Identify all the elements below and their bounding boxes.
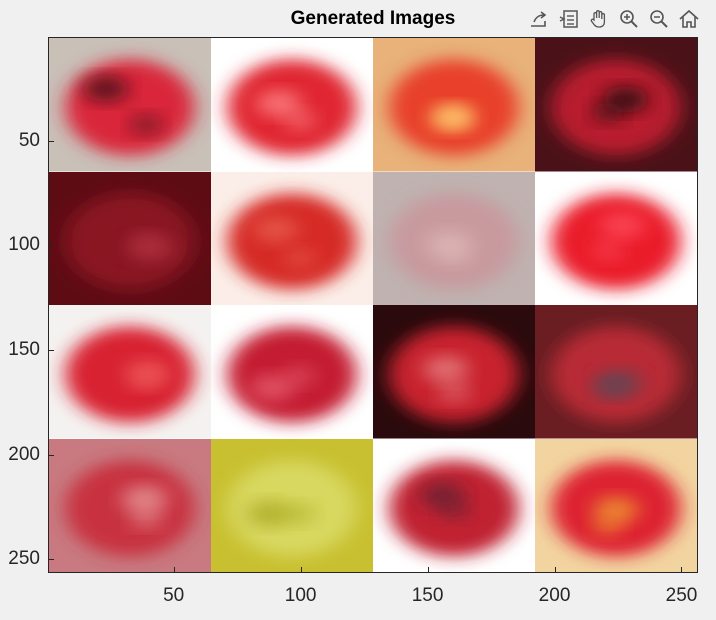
x-tick-label: 50 (163, 585, 185, 606)
generated-image-tile (535, 38, 697, 172)
zoom-out-icon (650, 10, 668, 28)
zoom-out-button[interactable] (646, 6, 672, 32)
pan-icon (590, 10, 606, 28)
x-tick-label: 150 (411, 585, 444, 606)
home-icon (679, 9, 699, 28)
figure-title: Generated Images (290, 8, 456, 29)
pan-button[interactable] (586, 6, 612, 32)
y-tick-label: 100 (8, 234, 40, 256)
generated-image-tile (535, 305, 697, 439)
zoom-in-icon (620, 10, 638, 28)
x-tick-mark (427, 567, 429, 573)
brush-button[interactable] (556, 6, 582, 32)
generated-image-tile (211, 171, 373, 305)
generated-images-montage (49, 38, 697, 572)
brush-icon (559, 10, 578, 28)
axes-toolbar (526, 6, 702, 32)
generated-image-tile (535, 171, 697, 305)
generated-image-tile (49, 171, 211, 305)
generated-image-tile (373, 171, 535, 305)
generated-image-tile (49, 38, 211, 172)
generated-image-tile (211, 438, 373, 572)
y-tick-mark (48, 245, 54, 247)
generated-image-tile (373, 38, 535, 172)
generated-image-tile (211, 38, 373, 172)
export-icon (531, 11, 547, 27)
zoom-in-button[interactable] (616, 6, 642, 32)
y-tick-label: 250 (8, 548, 40, 570)
x-tick-label: 200 (538, 585, 571, 606)
generated-image-tile (49, 438, 211, 572)
x-tick-mark (554, 567, 556, 573)
x-tick-mark (681, 567, 683, 573)
generated-image-tile (373, 305, 535, 439)
generated-image-tile (373, 438, 535, 572)
x-tick-mark (300, 567, 302, 573)
generated-image-tile (211, 305, 373, 439)
generated-image-tile (535, 438, 697, 572)
x-tick-label: 250 (665, 585, 698, 606)
export-button[interactable] (526, 6, 552, 32)
generated-image-tile (49, 305, 211, 439)
y-tick-label: 200 (8, 443, 40, 465)
home-button[interactable] (676, 6, 702, 32)
y-tick-mark (48, 454, 54, 456)
y-tick-mark (48, 140, 54, 142)
image-axes[interactable] (48, 37, 698, 573)
y-tick-mark (48, 350, 54, 352)
y-tick-label: 150 (8, 339, 40, 361)
x-tick-mark (173, 567, 175, 573)
y-tick-mark (48, 559, 54, 561)
y-tick-label: 50 (18, 129, 40, 151)
x-tick-label: 100 (284, 585, 317, 606)
